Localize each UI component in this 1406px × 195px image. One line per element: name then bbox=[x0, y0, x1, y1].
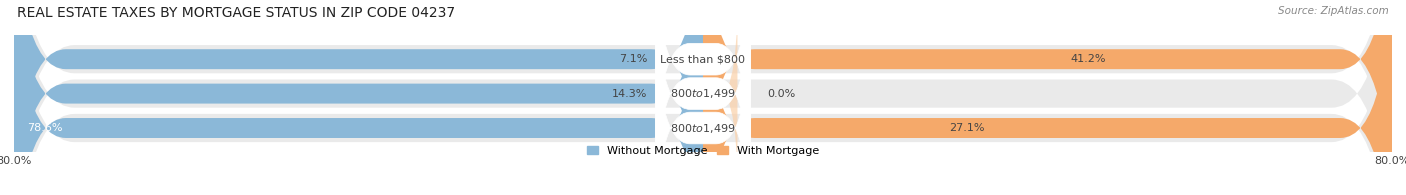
Text: $800 to $1,499: $800 to $1,499 bbox=[671, 87, 735, 100]
FancyBboxPatch shape bbox=[703, 0, 1392, 195]
FancyBboxPatch shape bbox=[14, 0, 1392, 195]
Text: Source: ZipAtlas.com: Source: ZipAtlas.com bbox=[1278, 6, 1389, 16]
FancyBboxPatch shape bbox=[703, 0, 1392, 195]
FancyBboxPatch shape bbox=[14, 0, 703, 195]
Text: 41.2%: 41.2% bbox=[1071, 54, 1107, 64]
FancyBboxPatch shape bbox=[14, 0, 703, 195]
FancyBboxPatch shape bbox=[655, 6, 751, 195]
FancyBboxPatch shape bbox=[14, 0, 1392, 195]
Text: REAL ESTATE TAXES BY MORTGAGE STATUS IN ZIP CODE 04237: REAL ESTATE TAXES BY MORTGAGE STATUS IN … bbox=[17, 6, 456, 20]
Legend: Without Mortgage, With Mortgage: Without Mortgage, With Mortgage bbox=[588, 146, 818, 156]
Text: 0.0%: 0.0% bbox=[768, 89, 796, 99]
FancyBboxPatch shape bbox=[655, 0, 751, 195]
Text: 14.3%: 14.3% bbox=[612, 89, 647, 99]
FancyBboxPatch shape bbox=[703, 0, 738, 187]
FancyBboxPatch shape bbox=[14, 0, 1392, 195]
FancyBboxPatch shape bbox=[655, 0, 751, 181]
FancyBboxPatch shape bbox=[14, 0, 703, 195]
Text: 7.1%: 7.1% bbox=[619, 54, 647, 64]
Text: Less than $800: Less than $800 bbox=[661, 54, 745, 64]
Text: 27.1%: 27.1% bbox=[949, 123, 984, 133]
Text: 78.6%: 78.6% bbox=[27, 123, 62, 133]
Text: $800 to $1,499: $800 to $1,499 bbox=[671, 121, 735, 135]
